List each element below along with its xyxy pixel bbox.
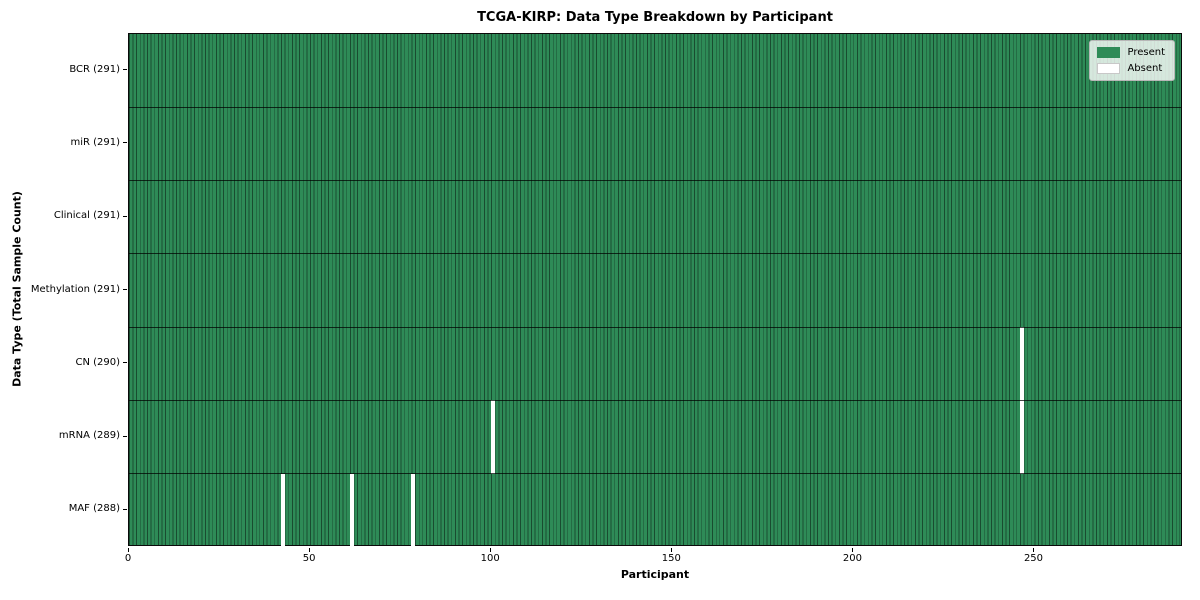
y-tick-label-mRNA: mRNA (289) [58, 430, 120, 442]
x-tick-label-50: 50 [302, 553, 316, 564]
row-divider [129, 473, 1181, 475]
plot-area: Present Absent [128, 33, 1182, 547]
row-divider [129, 326, 1181, 328]
absent-cell-MAF-78 [411, 473, 416, 547]
y-tick-label-BCR: BCR (291) [69, 63, 120, 75]
absent-cell-MAF-61 [349, 473, 354, 547]
absent-cell-MAF-42 [280, 473, 286, 547]
chart-title: TCGA-KIRP: Data Type Breakdown by Partic… [477, 10, 833, 25]
x-axis-label: Participant [620, 568, 690, 581]
x-tick-mark [852, 547, 854, 552]
x-tick-label-250: 250 [1023, 553, 1044, 564]
row-divider [129, 253, 1181, 255]
x-tick-mark [1033, 547, 1035, 552]
y-tick-mark [123, 435, 127, 437]
absent-swatch-icon [1097, 63, 1121, 74]
legend-label-present: Present [1127, 47, 1165, 58]
x-tick-mark [128, 547, 129, 552]
y-tick-mark [123, 362, 127, 364]
y-tick-label-MAF: MAF (288) [68, 503, 120, 515]
y-tick-label-Clinical: Clinical (291) [53, 210, 120, 222]
x-tick-label-150: 150 [661, 553, 681, 564]
x-tick-label-100: 100 [480, 553, 500, 564]
row-divider [129, 399, 1181, 401]
x-tick-mark [309, 547, 311, 552]
y-tick-mark [123, 69, 127, 71]
y-tick-label-miR: miR (291) [70, 136, 120, 148]
legend-entry-present: Present [1097, 47, 1165, 58]
y-tick-mark [123, 508, 127, 510]
legend: Present Absent [1089, 40, 1175, 81]
present-swatch-icon [1097, 47, 1121, 58]
absent-cell-mRNA-246 [1019, 400, 1024, 474]
row-divider [129, 106, 1181, 108]
legend-entry-absent: Absent [1097, 63, 1165, 74]
x-tick-label-200: 200 [842, 553, 862, 564]
x-tick-label-0: 0 [124, 553, 132, 564]
y-tick-label-CN: CN (290) [75, 356, 120, 368]
x-tick-mark [671, 547, 673, 552]
y-tick-mark [123, 142, 127, 144]
y-tick-mark [123, 215, 127, 217]
y-tick-mark [123, 289, 127, 290]
row-divider [129, 180, 1181, 182]
absent-cell-mRNA-100 [490, 400, 496, 474]
x-tick-mark [490, 547, 492, 552]
y-tick-label-Methylation: Methylation (291) [30, 283, 120, 295]
legend-label-absent: Absent [1127, 63, 1163, 74]
absent-cell-CN-246 [1019, 327, 1024, 401]
